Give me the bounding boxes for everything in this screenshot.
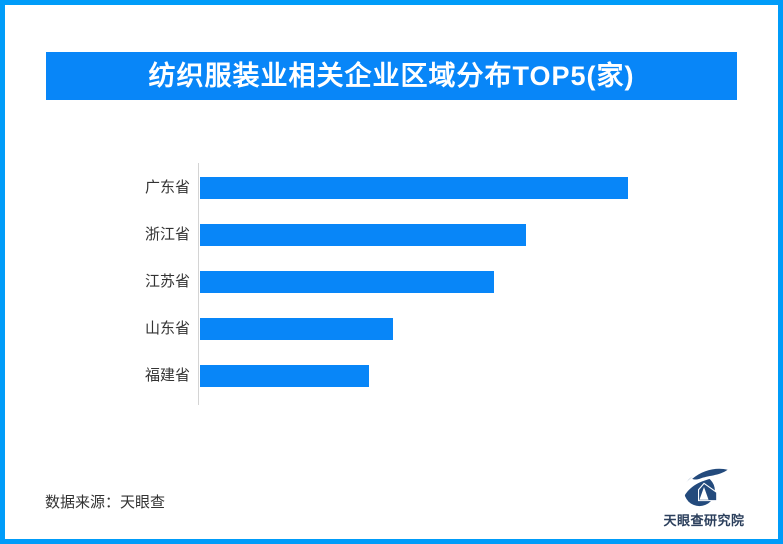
- bar-fujian: [200, 365, 370, 387]
- bar-row: 浙江省: [5, 224, 778, 246]
- bar-row: 江苏省: [5, 271, 778, 293]
- bar-row: 山东省: [5, 318, 778, 340]
- chart-title-banner: 纺织服装业相关企业区域分布TOP5(家): [46, 52, 737, 100]
- data-source-text: 数据来源：天眼查: [45, 494, 166, 511]
- tianyancha-logo-text: 天眼查研究院: [663, 513, 745, 528]
- category-label: 浙江省: [144, 226, 190, 243]
- bar-shandong: [200, 318, 393, 340]
- bar-jiangsu: [200, 271, 494, 293]
- category-label: 山东省: [144, 320, 190, 337]
- category-label: 江苏省: [144, 273, 190, 290]
- bar-row: 广东省: [5, 177, 778, 199]
- category-label: 广东省: [144, 179, 190, 196]
- y-axis-line: [198, 163, 199, 405]
- category-label: 福建省: [144, 367, 190, 384]
- bar-chart: 广东省 浙江省 江苏省 山东省 福建省: [5, 5, 778, 539]
- bar-row: 福建省: [5, 365, 778, 387]
- chart-title: 纺织服装业相关企业区域分布TOP5(家): [148, 61, 635, 91]
- bar-zhejiang: [200, 224, 527, 246]
- tianyancha-logo: 天眼查研究院: [654, 467, 754, 529]
- tianyancha-eye-icon: [681, 468, 728, 507]
- bar-guangdong: [200, 177, 628, 199]
